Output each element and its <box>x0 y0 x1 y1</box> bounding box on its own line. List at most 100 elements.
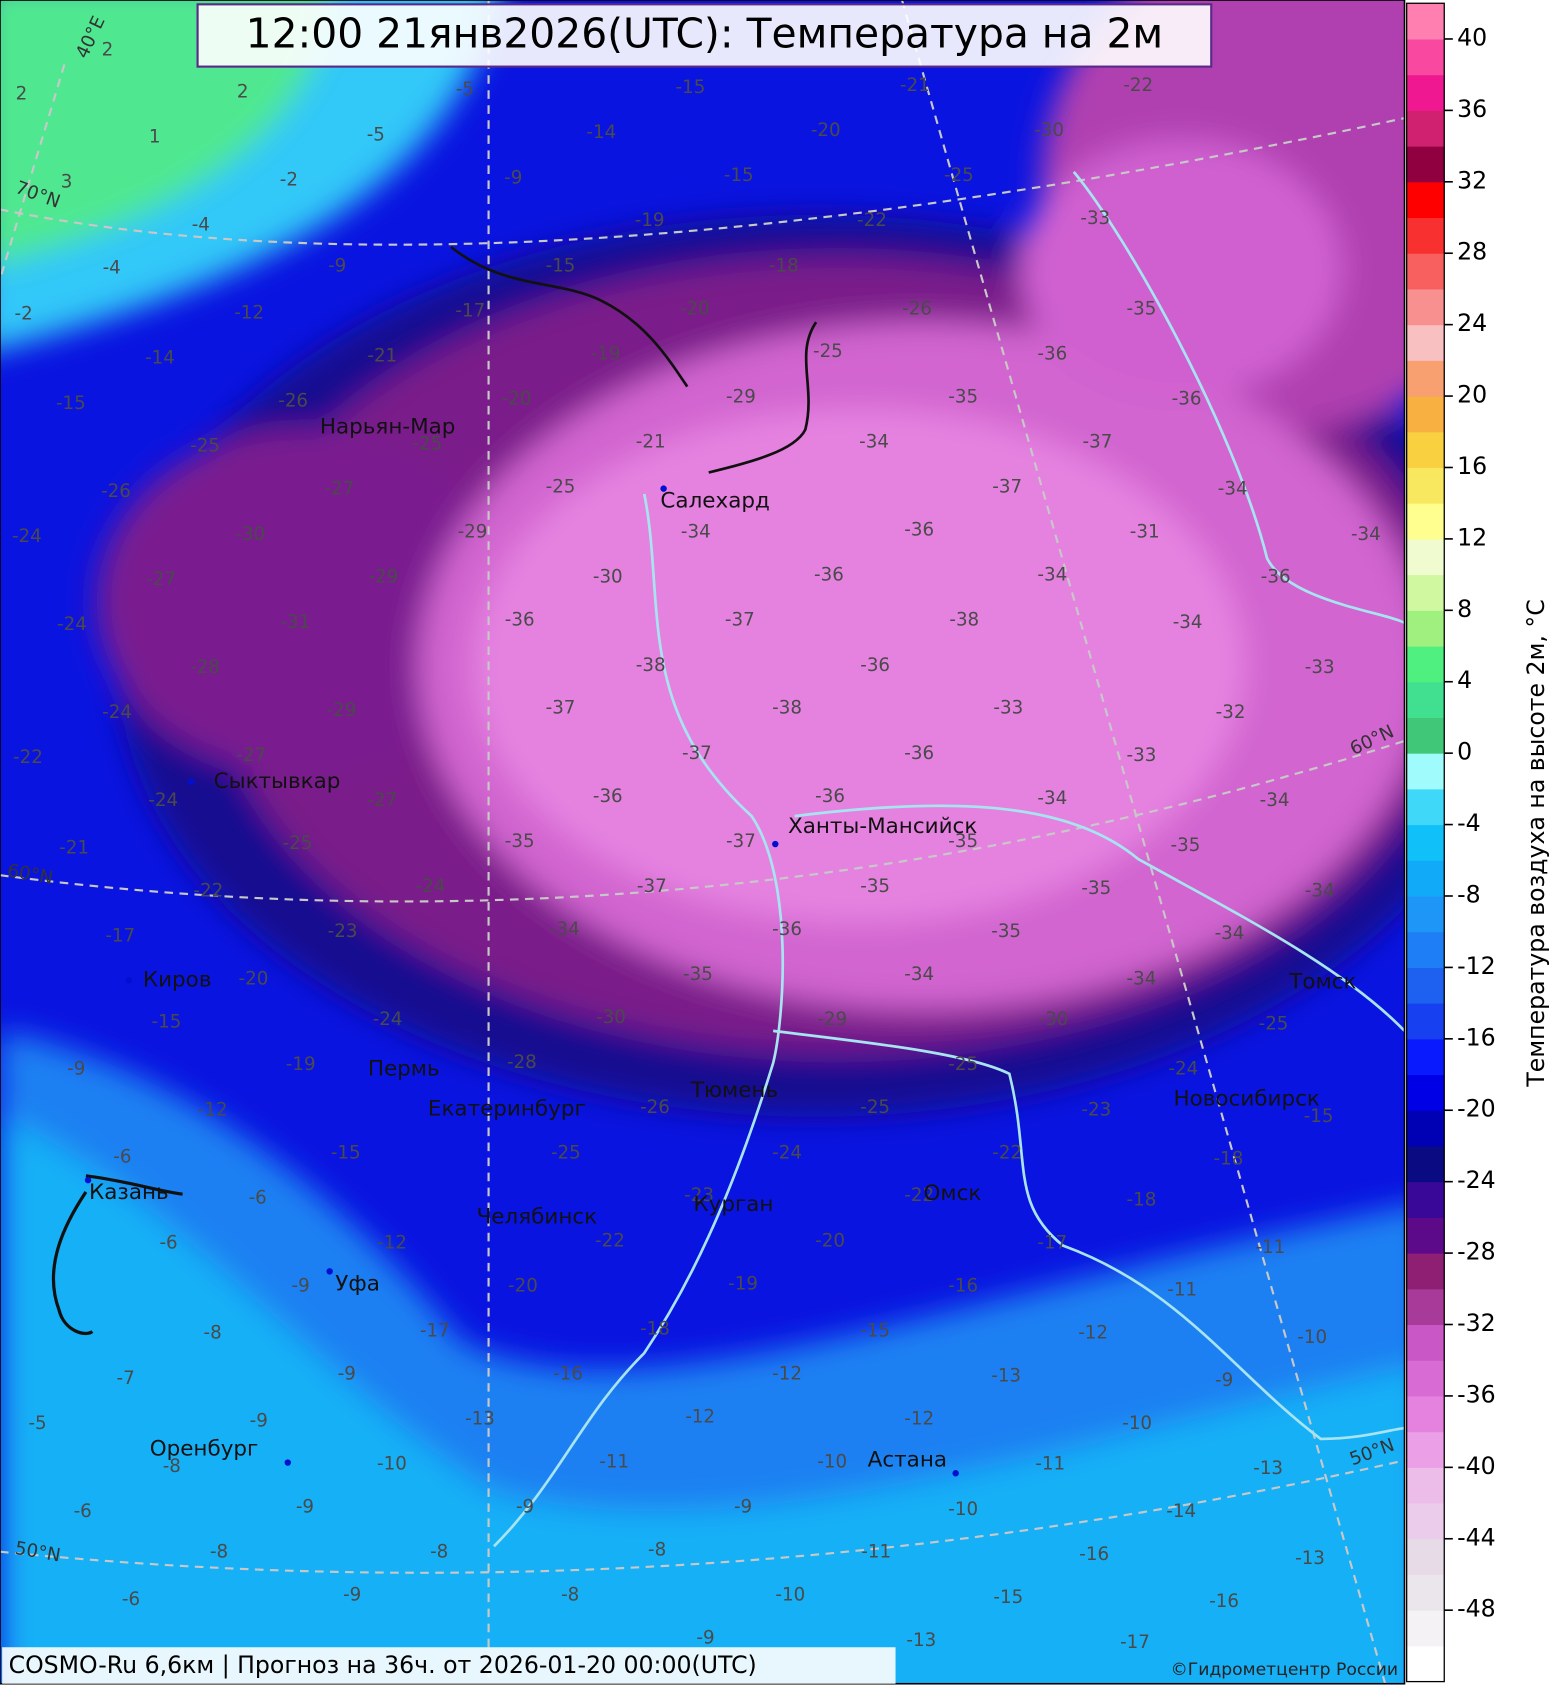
temperature-label: -18 <box>769 255 799 276</box>
colorbar-label: Температура воздуха на высоте 2м, °C <box>1522 599 1550 1087</box>
temperature-label: -17 <box>105 925 135 946</box>
temperature-label: 3 <box>61 172 73 193</box>
temperature-label: -2 <box>280 169 298 190</box>
temperature-label: -5 <box>367 124 385 145</box>
city-label: Оренбург <box>150 1437 259 1462</box>
temperature-label: -31 <box>1130 522 1160 543</box>
colorbar-band <box>1406 253 1445 290</box>
colorbar-band <box>1406 860 1445 897</box>
temperature-label: -19 <box>635 210 665 231</box>
temperature-label: -24 <box>373 1009 403 1030</box>
temperature-label: -30 <box>593 567 623 588</box>
temperature-label: -37 <box>637 876 667 897</box>
temperature-label: -6 <box>74 1501 92 1522</box>
colorbar-band <box>1406 1645 1445 1683</box>
colorbar-tick-label: -44 <box>1457 1523 1496 1551</box>
temperature-label: -29 <box>726 386 756 407</box>
temperature-label: -17 <box>1037 1232 1067 1253</box>
temperature-label: -22 <box>595 1230 625 1251</box>
colorbar-tick-label: 36 <box>1457 95 1487 123</box>
colorbar-band <box>1406 324 1445 361</box>
temperature-label: -26 <box>278 391 308 412</box>
temperature-label: -35 <box>683 964 713 985</box>
temperature-label: -36 <box>505 610 535 631</box>
temperature-label: 2 <box>102 40 114 61</box>
temperature-label: -33 <box>993 698 1023 719</box>
temperature-label: -16 <box>1209 1591 1239 1612</box>
temperature-label: -23 <box>684 1185 714 1206</box>
colorbar-band <box>1406 431 1445 469</box>
city-label: Челябинск <box>477 1205 598 1230</box>
colorbar-band <box>1406 1110 1445 1147</box>
colorbar-band <box>1406 967 1445 1004</box>
colorbar-band <box>1406 38 1445 76</box>
temperature-label: -12 <box>234 303 264 324</box>
temperature-label: -33 <box>1127 745 1157 766</box>
colorbar-band <box>1406 824 1445 861</box>
temperature-label: -25 <box>546 477 576 498</box>
temperature-label: -36 <box>1261 567 1291 588</box>
city-dot <box>660 485 667 492</box>
temperature-label: -24 <box>102 702 132 723</box>
colorbar-band <box>1406 1074 1445 1111</box>
temperature-label: -26 <box>902 298 932 319</box>
temperature-label: -29 <box>327 700 357 721</box>
city-dot <box>284 1459 291 1466</box>
colorbar-band <box>1406 610 1445 647</box>
city-label: Екатеринбург <box>428 1096 586 1121</box>
temperature-label: -29 <box>368 567 398 588</box>
colorbar-band <box>1406 360 1445 397</box>
temperature-label: -25 <box>283 833 313 854</box>
temperature-label: -15 <box>152 1011 182 1032</box>
temperature-label: -19 <box>728 1273 758 1294</box>
colorbar-band <box>1406 646 1445 683</box>
temperature-label: -13 <box>906 1630 936 1651</box>
temperature-label: -8 <box>204 1323 222 1344</box>
temperature-label: -28 <box>507 1052 537 1073</box>
city-label: Уфа <box>335 1271 380 1296</box>
colorbar-tick-label: 40 <box>1457 23 1487 51</box>
temperature-label: -31 <box>280 612 310 633</box>
colorbar-tick-label: -48 <box>1457 1595 1496 1623</box>
temperature-label: -25 <box>948 1054 978 1075</box>
temperature-label: -20 <box>815 1230 845 1251</box>
graticule <box>0 0 1405 1684</box>
temperature-label: -13 <box>1253 1458 1283 1479</box>
colorbar-band <box>1406 1360 1445 1397</box>
temperature-label: -15 <box>1304 1106 1334 1127</box>
temperature-label: -15 <box>724 165 754 186</box>
temperature-label: -9 <box>504 167 522 188</box>
temperature-label: -11 <box>1035 1454 1065 1475</box>
temperature-label: -17 <box>455 300 485 321</box>
colorbar-band <box>1406 681 1445 718</box>
temperature-label: -36 <box>815 786 845 807</box>
colorbar: 4036322824201612840-4-8-12-16-20-24-28-3… <box>1406 2 1496 1683</box>
colorbar-tick-label: 24 <box>1457 309 1487 337</box>
temperature-label: -12 <box>1078 1323 1108 1344</box>
temperature-label: -21 <box>900 75 930 96</box>
colorbar-band <box>1406 1610 1445 1647</box>
temperature-label: -13 <box>1295 1548 1325 1569</box>
temperature-label: -34 <box>550 919 580 940</box>
temperature-label: -24 <box>148 790 178 811</box>
city-label: Тюмень <box>690 1078 778 1103</box>
temperature-label: -22 <box>13 747 43 768</box>
temperature-label: -16 <box>948 1275 978 1296</box>
temperature-label: -5 <box>28 1413 46 1434</box>
temperature-label: -12 <box>685 1406 715 1427</box>
colorbar-band <box>1406 3 1445 40</box>
temperature-label: -29 <box>817 1009 847 1030</box>
temperature-label: -4 <box>103 257 121 278</box>
temperature-label: -27 <box>146 569 176 590</box>
temperature-label: -35 <box>948 831 978 852</box>
temperature-label: -34 <box>1215 923 1245 944</box>
temperature-label: -34 <box>681 522 711 543</box>
temperature-label: -25 <box>412 434 442 455</box>
city-label: Салехард <box>660 488 769 513</box>
colorbar-band <box>1406 1003 1445 1040</box>
temperature-label: -34 <box>859 431 889 452</box>
city-dot <box>84 1176 92 1184</box>
city-label: Омск <box>924 1181 982 1206</box>
